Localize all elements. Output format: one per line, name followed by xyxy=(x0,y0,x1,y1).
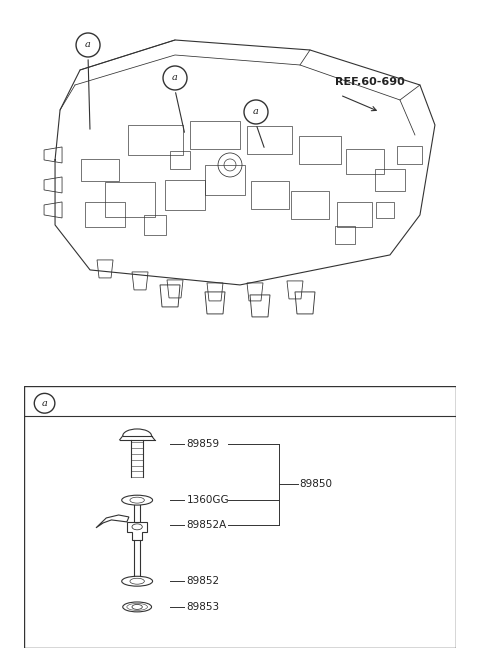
Text: 89853: 89853 xyxy=(187,602,220,612)
Text: 89850: 89850 xyxy=(300,479,333,489)
Text: a: a xyxy=(42,399,48,408)
Text: REF.60-690: REF.60-690 xyxy=(335,77,405,87)
Text: 89852A: 89852A xyxy=(187,520,227,530)
Text: a: a xyxy=(85,41,91,50)
Text: a: a xyxy=(172,73,178,83)
Text: a: a xyxy=(253,107,259,117)
Text: 89852: 89852 xyxy=(187,576,220,586)
Text: 89859: 89859 xyxy=(187,439,220,449)
Text: 1360GG: 1360GG xyxy=(187,495,229,505)
